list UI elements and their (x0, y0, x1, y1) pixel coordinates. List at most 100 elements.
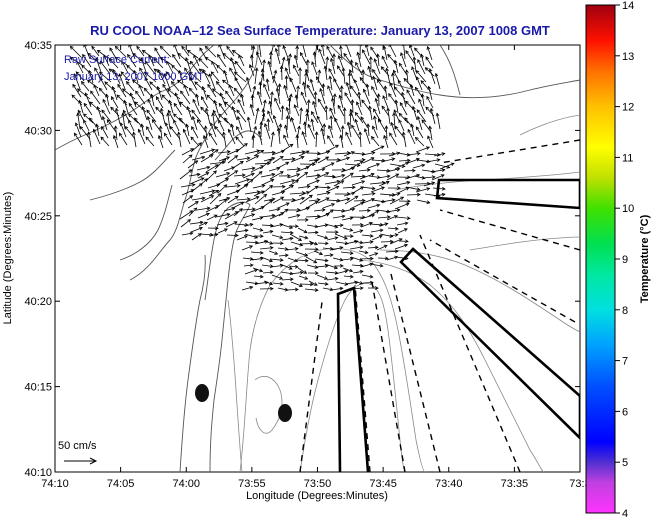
current-vector (242, 213, 256, 219)
current-vector (225, 90, 236, 105)
current-vector (74, 122, 82, 138)
current-vector (299, 241, 314, 246)
current-vector (102, 98, 111, 115)
current-vector (430, 168, 446, 173)
current-vector (388, 192, 401, 197)
current-vector (189, 177, 205, 185)
current-vector (304, 288, 319, 292)
x-tick-label: 74:05 (107, 478, 135, 490)
current-vector (392, 69, 400, 82)
current-vector (260, 172, 276, 178)
current-vector (186, 106, 193, 121)
current-vector (304, 247, 319, 252)
x-tick-label: 73:35 (501, 478, 529, 490)
current-vector (368, 56, 373, 73)
current-vector (313, 250, 324, 256)
x-tick-label: 73:40 (435, 478, 463, 490)
current-vector (322, 246, 334, 251)
current-vector (398, 199, 411, 204)
current-vector (127, 113, 139, 124)
current-vector (91, 45, 100, 57)
current-vector (254, 193, 268, 205)
current-vector (137, 128, 146, 145)
current-vector (200, 154, 214, 163)
current-vector (308, 157, 321, 162)
current-vector (163, 132, 173, 146)
current-vector (180, 90, 191, 105)
current-vector (374, 97, 381, 115)
current-vector (304, 159, 318, 170)
temperature-colorbar (585, 4, 616, 514)
current-vector (269, 258, 284, 262)
current-vector (337, 104, 345, 117)
current-vector (174, 92, 182, 108)
current-vector (378, 180, 390, 187)
current-vector (75, 71, 85, 82)
current-vector (185, 123, 190, 137)
current-vector (359, 172, 375, 180)
current-vector (241, 285, 254, 291)
current-vector (353, 79, 360, 92)
current-vector (290, 196, 306, 203)
current-vector (339, 45, 343, 61)
current-vector (286, 287, 299, 292)
current-vector (145, 136, 155, 147)
current-vector (122, 109, 130, 122)
current-vector (427, 85, 433, 101)
current-vector (99, 60, 111, 75)
current-vector (253, 234, 264, 239)
current-vector (352, 186, 365, 194)
current-vector (272, 241, 284, 246)
current-vector (326, 236, 339, 241)
current-vector (415, 69, 427, 83)
current-vector (325, 185, 340, 193)
current-vector (189, 77, 198, 91)
current-vector (189, 220, 204, 225)
current-vector (235, 184, 249, 193)
current-vector (208, 73, 216, 90)
current-vector (311, 110, 319, 124)
current-vector (325, 56, 330, 73)
current-vector (376, 53, 380, 67)
current-vector (101, 125, 109, 139)
current-vector (357, 91, 362, 108)
current-vector (407, 128, 416, 145)
colorbar-label: Temperature (°C) (639, 214, 651, 303)
current-vector (359, 256, 374, 261)
current-vector (259, 286, 274, 291)
current-vector (259, 121, 264, 138)
current-vector (277, 161, 290, 169)
current-vector (340, 251, 354, 255)
current-vector (361, 191, 376, 196)
current-vector (288, 264, 299, 269)
current-vector (96, 106, 103, 121)
x-tick-label: 73:55 (238, 478, 266, 490)
current-vector (420, 93, 425, 107)
current-vector (272, 69, 278, 84)
current-vector (191, 196, 206, 201)
current-vector (204, 45, 217, 58)
current-vector (348, 112, 353, 130)
current-vector (378, 222, 389, 227)
current-vector (299, 194, 313, 205)
current-vector (173, 119, 180, 132)
current-vector (243, 222, 254, 227)
current-vector (276, 45, 281, 57)
current-vector (260, 256, 273, 263)
current-vector (88, 69, 94, 84)
current-vector (405, 69, 409, 84)
current-vector (238, 54, 245, 67)
current-vector (389, 196, 405, 205)
current-vector (155, 96, 164, 109)
current-vector (439, 162, 455, 170)
current-vector (361, 151, 376, 156)
y-tick-label: 40:35 (24, 40, 52, 52)
current-vector (336, 65, 345, 77)
current-vector (433, 152, 446, 157)
current-vector (397, 79, 405, 92)
current-vector (215, 80, 225, 92)
current-vector (305, 59, 310, 74)
current-vector (398, 158, 411, 163)
current-vector (351, 124, 361, 140)
current-vector (401, 91, 407, 108)
